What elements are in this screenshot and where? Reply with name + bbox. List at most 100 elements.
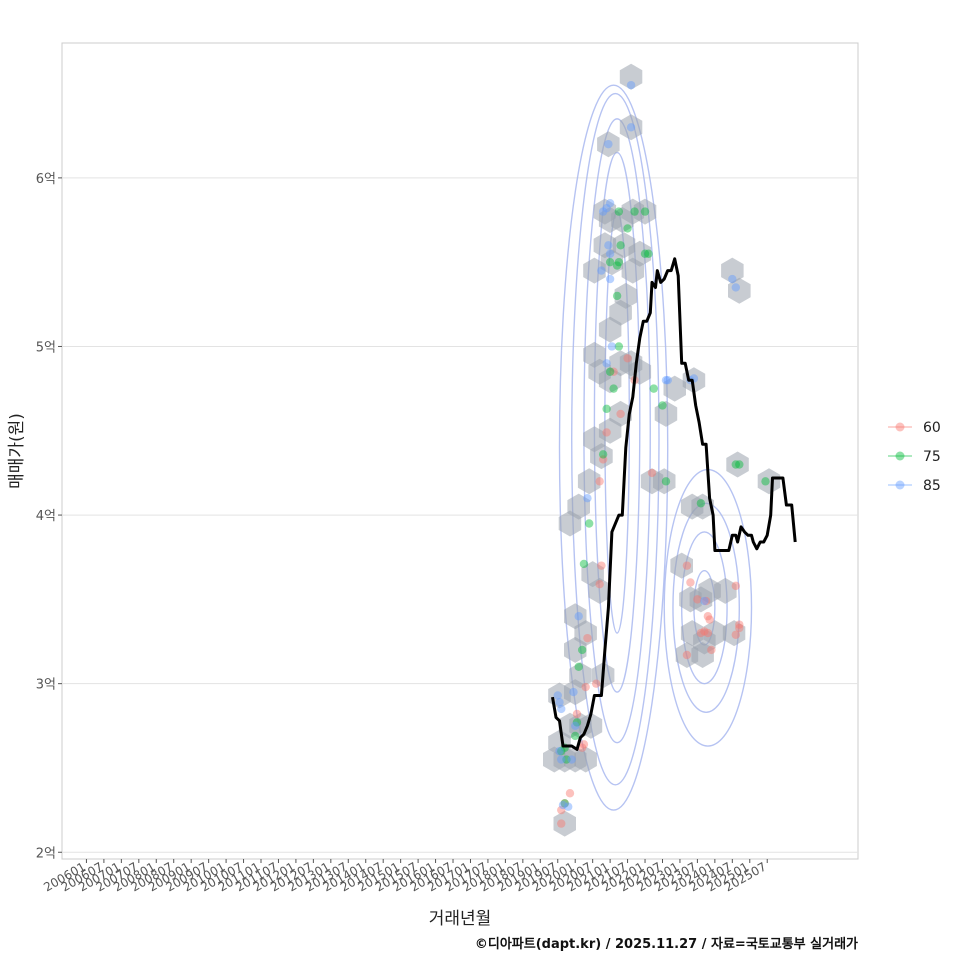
point-60 <box>731 630 741 639</box>
y-tick-label: 4억 <box>36 509 56 524</box>
point-85 <box>661 375 671 385</box>
point-75 <box>584 519 594 528</box>
point-85 <box>607 342 617 351</box>
point-60 <box>583 633 592 643</box>
point-60 <box>602 428 611 437</box>
point-85 <box>604 241 613 250</box>
point-60 <box>707 645 716 655</box>
point-75 <box>644 249 653 258</box>
point-60 <box>693 595 702 604</box>
y-tick-label: 6억 <box>36 172 56 187</box>
point-75 <box>731 460 741 469</box>
point-75 <box>612 261 622 270</box>
point-75 <box>598 450 608 459</box>
hexbin <box>583 257 606 284</box>
hexbin <box>728 277 751 304</box>
point-85 <box>663 375 672 385</box>
hexbin-layer <box>543 63 781 837</box>
hexbin <box>593 198 617 225</box>
density-contour <box>593 151 641 693</box>
point-60 <box>701 596 711 606</box>
point-60 <box>595 477 604 486</box>
point-75 <box>640 207 650 216</box>
point-60 <box>557 819 566 828</box>
point-60 <box>597 561 606 570</box>
density-contour <box>583 118 651 744</box>
hexbin <box>609 400 632 427</box>
point-60 <box>581 682 590 692</box>
hexbin <box>593 232 617 259</box>
point-75 <box>609 384 618 393</box>
point-75 <box>612 291 622 301</box>
y-gridlines <box>62 177 858 853</box>
point-75 <box>640 249 650 258</box>
hexbin <box>569 662 592 689</box>
point-85 <box>555 746 564 756</box>
hexbin <box>597 131 620 158</box>
point-60 <box>703 612 713 621</box>
hexbin <box>726 451 749 478</box>
legend-marker-60 <box>895 422 905 432</box>
hexbin <box>691 493 714 520</box>
point-85 <box>555 698 564 707</box>
point-85 <box>605 274 615 284</box>
point-60 <box>616 409 625 419</box>
point-75 <box>579 559 589 569</box>
point-60 <box>598 455 608 464</box>
hexbin <box>564 603 587 630</box>
hexbin <box>577 468 601 495</box>
hexbin <box>574 746 597 773</box>
point-85 <box>571 721 580 731</box>
point-85 <box>626 123 636 132</box>
point-75 <box>649 384 658 393</box>
hexbin <box>721 257 744 284</box>
hexbin <box>598 417 622 444</box>
legend: 60 75 85 <box>888 420 941 494</box>
point-60 <box>682 650 692 660</box>
hexbin <box>583 341 606 368</box>
legend-label-75: 75 <box>923 449 941 465</box>
hexbin <box>628 240 652 267</box>
hexbin <box>757 468 781 495</box>
point-85 <box>602 359 611 368</box>
density-contour <box>558 84 669 811</box>
hexbin <box>614 282 638 309</box>
point-60 <box>735 623 744 633</box>
point-60 <box>686 578 695 587</box>
point-75 <box>602 404 611 414</box>
point-85 <box>558 800 568 810</box>
hexbin <box>564 636 587 663</box>
legend-label-85: 85 <box>923 478 941 494</box>
point-75 <box>571 731 580 741</box>
x-axis-title: 거래년월 <box>429 909 492 929</box>
density-contour <box>571 92 660 786</box>
hexbin <box>548 729 571 756</box>
hexbin <box>598 367 622 394</box>
point-60 <box>560 799 569 808</box>
point-60 <box>696 628 706 638</box>
point-75 <box>658 401 667 410</box>
point-75 <box>560 799 569 808</box>
point-60 <box>682 561 692 570</box>
caption: ©디아파트(dapt.kr) / 2025.11.27 / 자료=국토교통부 실… <box>475 936 858 952</box>
y-tick-label: 2억 <box>36 846 56 861</box>
point-85 <box>569 687 578 697</box>
hexbin <box>714 577 737 604</box>
point-75 <box>562 755 571 764</box>
hexbin <box>581 561 604 588</box>
point-75 <box>614 257 624 267</box>
point-75 <box>616 241 625 250</box>
point-75 <box>605 257 615 267</box>
point-60 <box>577 743 587 752</box>
point-85 <box>604 139 613 149</box>
point-85 <box>626 80 636 90</box>
y-tick-label: 3억 <box>36 678 56 693</box>
hexbin <box>663 375 686 402</box>
hexbin <box>670 552 693 579</box>
plot-panel <box>61 42 859 860</box>
point-75 <box>661 477 671 486</box>
point-60 <box>735 620 744 629</box>
y-axis-title: 매매가(원) <box>7 413 27 489</box>
point-60 <box>703 628 713 638</box>
